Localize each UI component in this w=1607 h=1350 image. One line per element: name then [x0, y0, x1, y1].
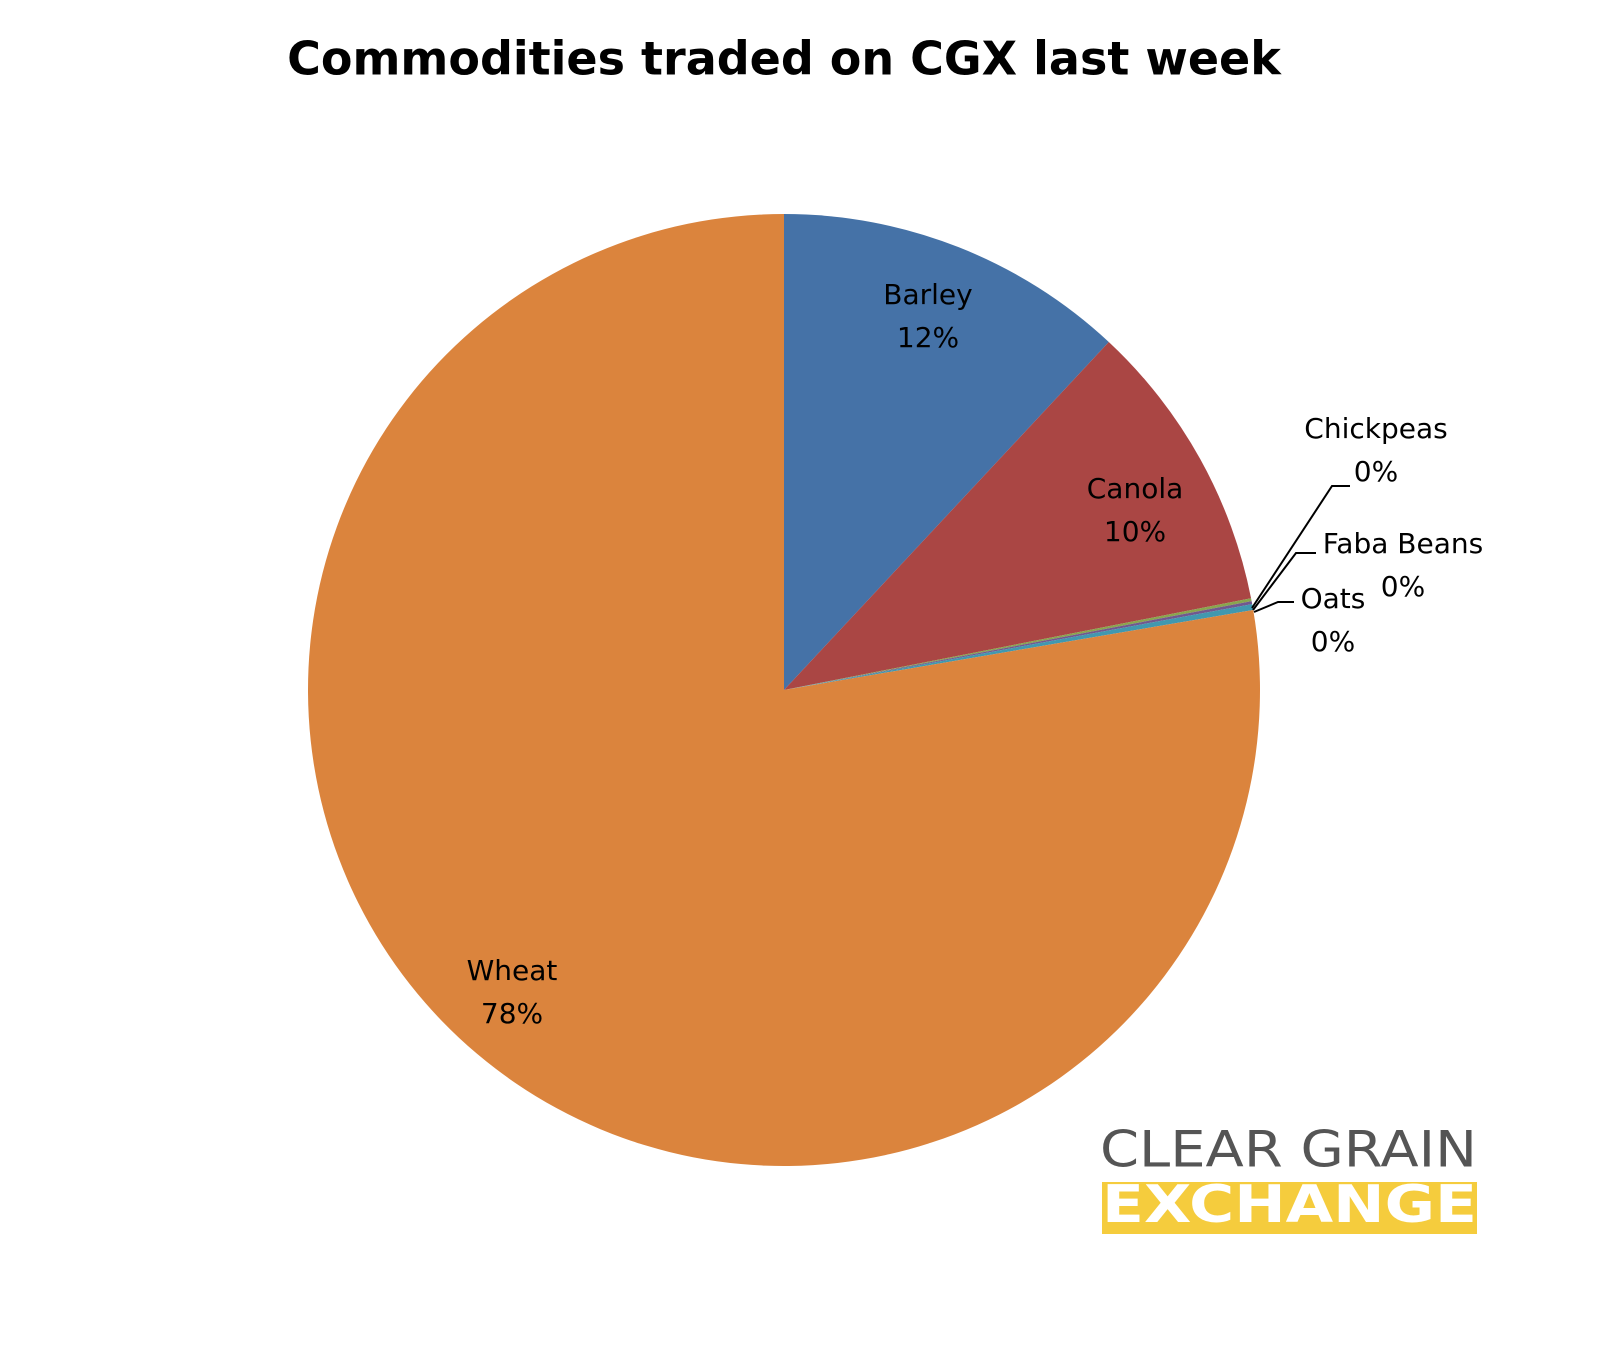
logo-line1: CLEAR GRAIN	[1100, 1121, 1477, 1179]
chart-title: Commodities traded on CGX last week	[287, 32, 1282, 86]
pie	[308, 214, 1261, 1166]
slice-label: Wheat	[467, 954, 558, 987]
slice-label: Chickpeas	[1304, 412, 1447, 445]
slice-value-label: 0%	[1354, 455, 1398, 488]
labels: Barley 12% Canola 10% Chickpeas 0% Faba Beans 0…	[467, 278, 1484, 1030]
leader-line	[1253, 601, 1294, 613]
slice-value-label: 12%	[897, 321, 959, 354]
slice-value-label: 0%	[1311, 625, 1355, 658]
slice	[784, 598, 1252, 690]
logo: CLEAR GRAIN EXCHANGE	[1100, 1121, 1477, 1235]
leader-line	[1252, 552, 1316, 611]
slice-value-label: 78%	[481, 997, 543, 1030]
logo-band	[1102, 1182, 1477, 1234]
slice-label: Oats	[1301, 582, 1366, 615]
slice-label: Faba Beans	[1323, 527, 1483, 560]
slice-value-label: 10%	[1104, 515, 1166, 548]
slice	[784, 342, 1252, 690]
slice	[308, 214, 1261, 1166]
slice	[784, 604, 1254, 690]
slice	[784, 601, 1253, 690]
slice-label: Barley	[883, 278, 972, 311]
slice-label: Canola	[1087, 472, 1184, 505]
leader-line	[1251, 485, 1350, 609]
slice	[784, 214, 1109, 690]
logo-line2: EXCHANGE	[1102, 1175, 1477, 1235]
slice-value-label: 0%	[1381, 570, 1425, 603]
